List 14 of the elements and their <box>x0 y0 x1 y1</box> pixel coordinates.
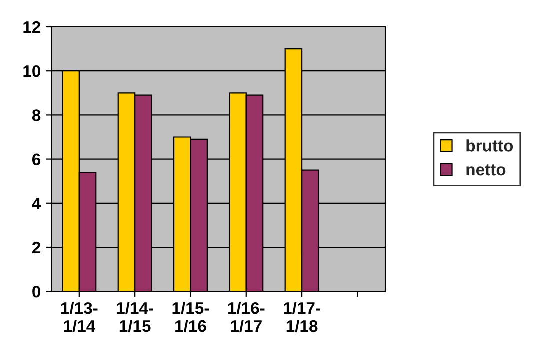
x-tick-label: 1/13- 1/14 <box>61 302 98 332</box>
y-tick-label: 2 <box>32 242 40 254</box>
x-tick-label: 1/15- 1/16 <box>172 302 210 332</box>
x-tick-label: 1/17- 1/18 <box>284 302 320 332</box>
legend-label: netto <box>466 164 506 176</box>
y-tick-label: 0 <box>32 286 40 298</box>
y-tick-label: 4 <box>32 198 42 210</box>
y-tick-label: 10 <box>24 66 40 78</box>
x-tick-label: 1/14- 1/15 <box>117 302 154 332</box>
y-tick-label: 8 <box>32 110 41 122</box>
x-tick-label: 1/16- 1/17 <box>228 302 265 332</box>
y-tick-label: 12 <box>24 21 41 34</box>
y-tick-label: 6 <box>32 154 41 166</box>
legend-label: brutto <box>466 140 514 152</box>
